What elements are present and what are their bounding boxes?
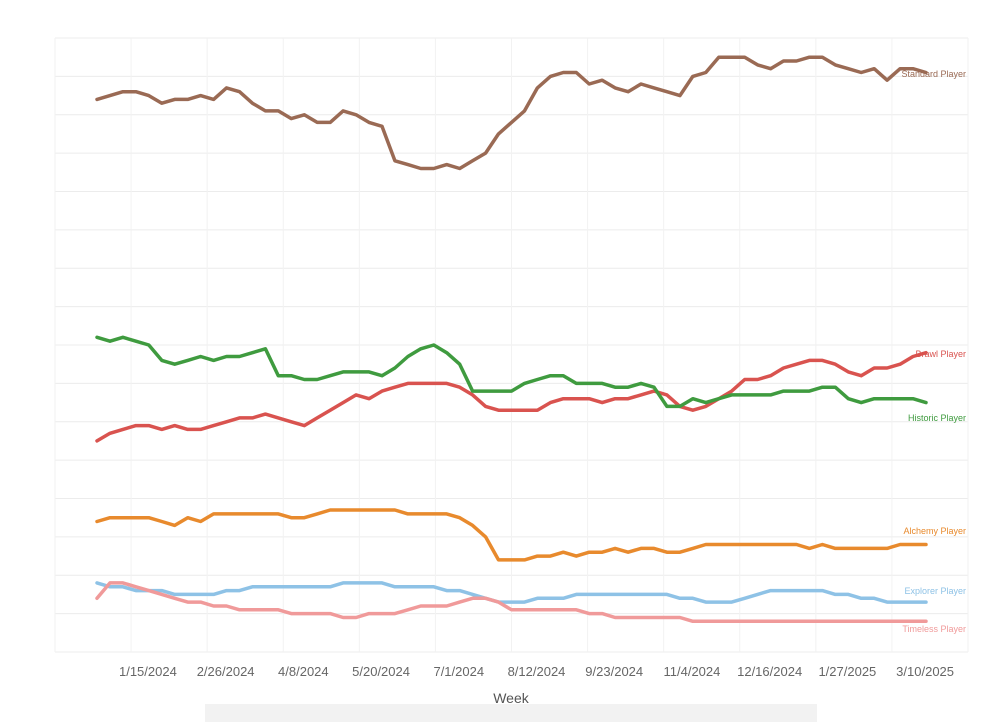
x-tick-label: 11/4/2024 [664, 664, 721, 679]
x-tick-label: 1/15/2024 [119, 664, 177, 679]
x-tick-label: 4/8/2024 [278, 664, 329, 679]
series-lines [95, 55, 928, 624]
x-tick-label: 12/16/2024 [737, 664, 802, 679]
historic-player-label: Historic Player [908, 413, 966, 423]
explorer-player-line [95, 581, 928, 604]
x-tick-label: 3/10/2025 [896, 664, 954, 679]
brawl-player-line [95, 350, 928, 443]
x-tick-label: 1/27/2025 [818, 664, 876, 679]
standard-player-label: Standard Player [901, 69, 966, 79]
gridlines [54, 37, 969, 653]
alchemy-player-line [95, 508, 928, 562]
brawl-player-label: Brawl Player [915, 349, 966, 359]
timeless-player-label: Timeless Player [902, 624, 966, 634]
historic-player-line [95, 335, 928, 409]
x-tick-label: 5/20/2024 [352, 664, 410, 679]
explorer-player-label: Explorer Player [904, 586, 966, 596]
x-axis-title: Week [493, 690, 530, 706]
x-axis-ticks: 1/15/2024 2/26/2024 4/8/2024 5/20/2024 7/1/2… [119, 664, 954, 679]
x-tick-label: 2/26/2024 [197, 664, 255, 679]
x-tick-label: 9/23/2024 [585, 664, 643, 679]
alchemy-player-label: Alchemy Player [903, 526, 966, 536]
x-tick-label: 8/12/2024 [508, 664, 566, 679]
series-labels: Standard Player Brawl Player Historic Play… [901, 69, 966, 634]
horizontal-scrollbar[interactable] [205, 704, 817, 722]
timeless-player-line [95, 581, 928, 624]
x-tick-label: 7/1/2024 [433, 664, 484, 679]
standard-player-line [95, 55, 928, 171]
